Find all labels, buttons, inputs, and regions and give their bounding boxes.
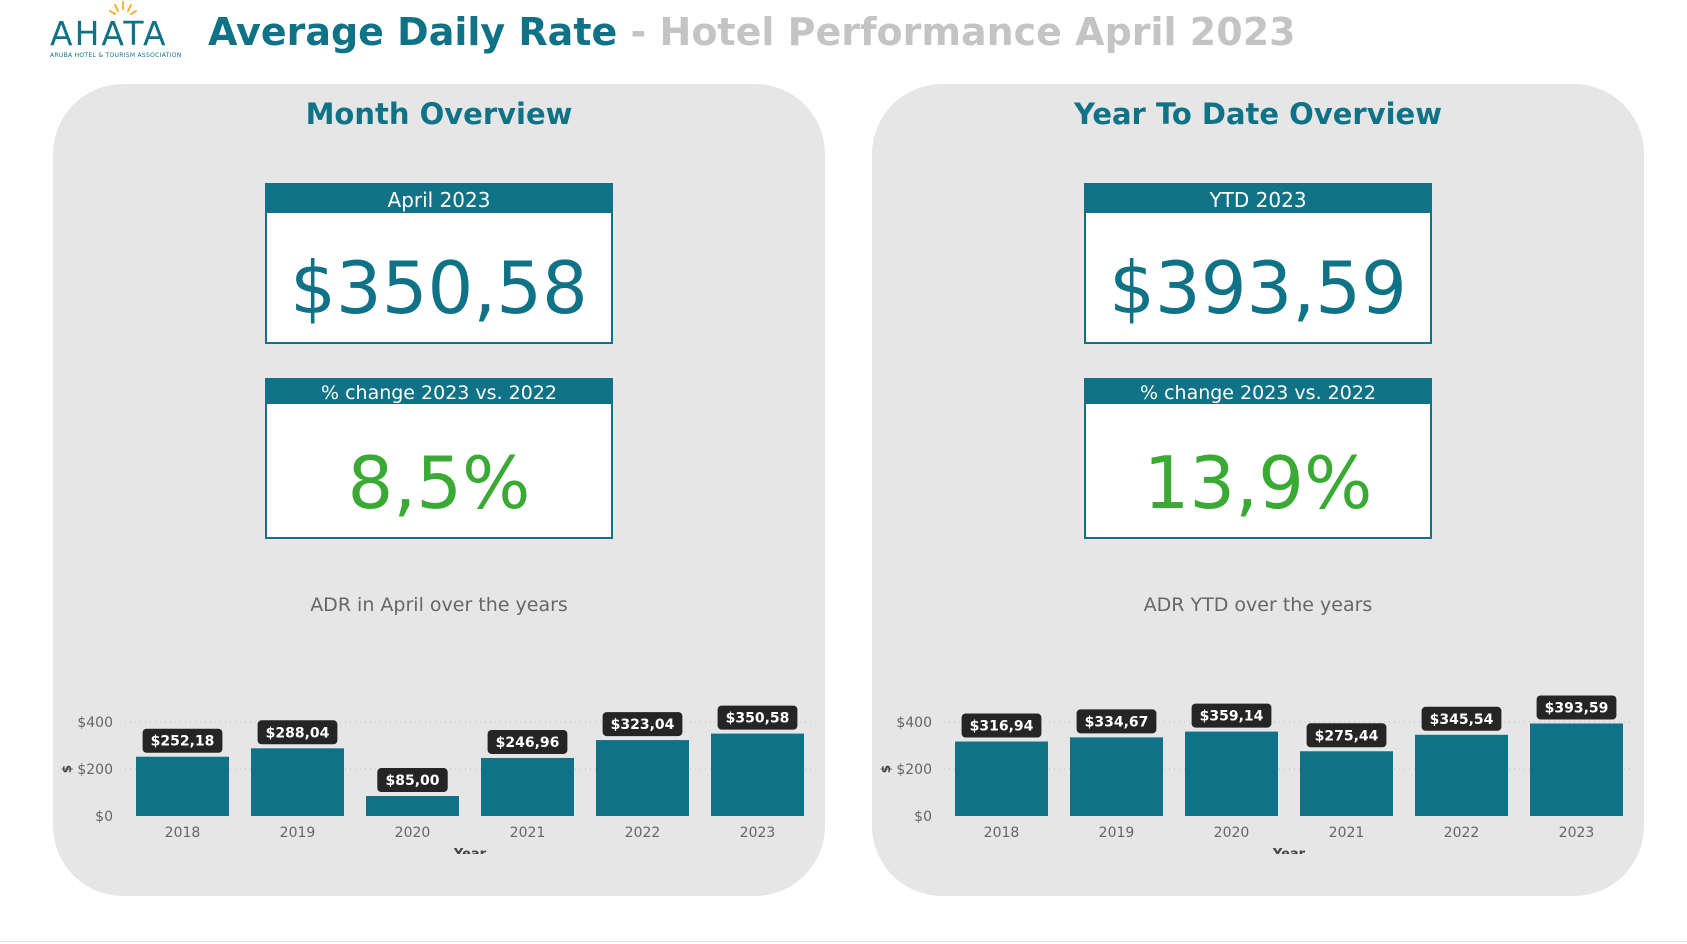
- header: AHATA ARUBA HOTEL & TOURISM ASSOCIATION …: [0, 0, 1687, 70]
- ytd-change-value: 13,9%: [1143, 441, 1373, 525]
- data-label-bg: [1306, 723, 1387, 748]
- ytd-change-label: % change 2023 vs. 2022: [1086, 380, 1430, 404]
- x-tick-label: 2021: [510, 825, 546, 841]
- ytd-adr-chart-plot: $0 $200 $400 $ $316,94 2018 $334,67 2019 $359,14…: [879, 695, 1634, 854]
- data-label: $345,54: [1430, 712, 1494, 728]
- april-adr-chart: ADR in April over the years $0 $200 $400 $ $…: [53, 594, 825, 854]
- data-label: $252,18: [151, 734, 215, 750]
- bar: [1185, 731, 1278, 816]
- y-tick-label: $200: [896, 762, 932, 778]
- x-tick-label: 2019: [1099, 825, 1135, 841]
- april-adr-card: April 2023 $350,58: [265, 183, 613, 344]
- data-label-bg: [961, 713, 1042, 738]
- x-tick-label: 2021: [1329, 825, 1365, 841]
- x-axis-label: Year: [453, 847, 487, 854]
- x-tick-label: 2018: [165, 825, 201, 841]
- y-tick-label: $400: [77, 715, 113, 731]
- chart-title: ADR in April over the years: [310, 594, 568, 616]
- bar: [596, 740, 689, 816]
- y-tick-label: $200: [77, 762, 113, 778]
- data-label-bg: [257, 720, 338, 745]
- x-tick-label: 2022: [1444, 825, 1480, 841]
- bar: [481, 757, 574, 816]
- bar: [1530, 723, 1623, 816]
- ytd-overview-panel: Year To Date Overview YTD 2023 $393,59 %…: [872, 84, 1644, 896]
- data-label: $246,96: [496, 735, 560, 751]
- bar: [1070, 737, 1163, 816]
- april-adr-label: April 2023: [267, 185, 611, 213]
- y-tick-label: $0: [95, 809, 113, 825]
- ytd-change-card: % change 2023 vs. 2022 13,9%: [1084, 378, 1432, 539]
- data-label: $316,94: [970, 719, 1034, 735]
- data-label-bg: [1536, 695, 1617, 720]
- ytd-adr-value: $393,59: [1109, 246, 1407, 330]
- bar: [1415, 734, 1508, 816]
- data-label-bg: [487, 729, 568, 754]
- x-tick-label: 2023: [1559, 825, 1595, 841]
- page-title: Average Daily Rate - Hotel Performance A…: [208, 10, 1296, 54]
- x-tick-label: 2018: [984, 825, 1020, 841]
- data-label: $334,67: [1085, 714, 1149, 730]
- data-label: $323,04: [611, 717, 675, 733]
- bar: [711, 733, 804, 816]
- ytd-overview-title: Year To Date Overview: [1073, 97, 1443, 131]
- bar: [366, 796, 459, 816]
- data-label-bg: [717, 705, 798, 730]
- data-label: $393,59: [1545, 701, 1609, 717]
- ahata-logo: AHATA ARUBA HOTEL & TOURISM ASSOCIATION: [48, 0, 198, 66]
- x-tick-label: 2023: [740, 825, 776, 841]
- x-tick-label: 2019: [280, 825, 316, 841]
- data-label-bg: [1421, 706, 1502, 731]
- ytd-adr-label: YTD 2023: [1086, 185, 1430, 213]
- data-label: $85,00: [385, 773, 439, 789]
- chart-title: ADR YTD over the years: [1143, 594, 1373, 616]
- data-label-bg: [1076, 709, 1157, 734]
- y-tick-label: $400: [896, 715, 932, 731]
- bottom-divider: [0, 941, 1687, 942]
- april-adr-value: $350,58: [290, 246, 588, 330]
- data-label: $275,44: [1315, 728, 1379, 744]
- y-tick-label: $0: [914, 809, 932, 825]
- bar: [251, 748, 344, 816]
- data-label: $359,14: [1200, 709, 1264, 725]
- data-label-bg: [142, 728, 223, 753]
- april-change-label: % change 2023 vs. 2022: [267, 380, 611, 404]
- bar: [1300, 751, 1393, 816]
- x-tick-label: 2020: [1214, 825, 1250, 841]
- data-label-bg: [377, 768, 448, 793]
- april-change-value: 8,5%: [347, 441, 531, 525]
- bar: [136, 756, 229, 816]
- logo-text: AHATA: [50, 14, 168, 53]
- page-title-sub: Hotel Performance April 2023: [659, 10, 1296, 54]
- april-adr-chart-plot: $0 $200 $400 $ $252,18 2018 $288,04 2019 $85,00 2…: [60, 705, 815, 854]
- ytd-adr-chart: ADR YTD over the years $0 $200 $400 $ $316,9…: [872, 594, 1644, 854]
- data-label: $350,58: [726, 711, 790, 727]
- x-axis-label: Year: [1272, 847, 1306, 854]
- y-axis-label: $: [879, 765, 893, 773]
- month-overview-title: Month Overview: [305, 97, 573, 131]
- bar: [955, 741, 1048, 816]
- page-title-main: Average Daily Rate: [208, 10, 618, 54]
- data-label-bg: [1191, 703, 1272, 728]
- x-tick-label: 2022: [625, 825, 661, 841]
- april-change-card: % change 2023 vs. 2022 8,5%: [265, 378, 613, 539]
- x-tick-label: 2020: [395, 825, 431, 841]
- data-label: $288,04: [266, 725, 330, 741]
- logo-subtitle: ARUBA HOTEL & TOURISM ASSOCIATION: [50, 52, 182, 59]
- ytd-adr-card: YTD 2023 $393,59: [1084, 183, 1432, 344]
- month-overview-panel: Month Overview April 2023 $350,58 % chan…: [53, 84, 825, 896]
- sun-icon: [109, 1, 137, 15]
- y-axis-label: $: [60, 765, 74, 773]
- data-label-bg: [602, 712, 683, 737]
- page-title-separator: -: [630, 10, 647, 54]
